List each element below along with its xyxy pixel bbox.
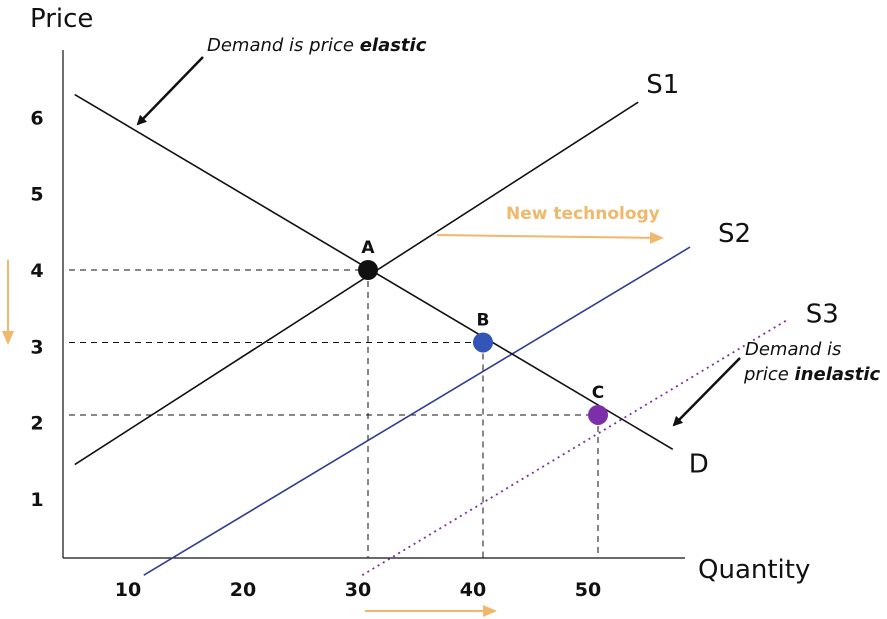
point-label-a: A <box>361 238 375 258</box>
new-technology-label: New technology <box>506 204 660 224</box>
x-tick-10: 10 <box>115 579 141 601</box>
inelastic-annotation-line1: Demand is <box>745 339 841 360</box>
point-a <box>358 260 378 280</box>
elastic-annotation: Demand is price elastic <box>207 35 427 56</box>
y-axis-title: Price <box>30 4 93 34</box>
point-label-c: C <box>592 383 604 403</box>
curve-s3 <box>361 318 789 576</box>
y-tick-4: 4 <box>30 260 43 282</box>
y-tick-labels: 1 2 3 4 5 6 <box>30 107 43 511</box>
elastic-arrow <box>136 56 204 126</box>
y-tick-5: 5 <box>30 184 43 206</box>
point-label-b: B <box>477 310 490 330</box>
y-tick-3: 3 <box>30 336 43 358</box>
x-tick-50: 50 <box>575 579 601 601</box>
x-tick-30: 30 <box>345 579 371 601</box>
x-tick-40: 40 <box>460 579 486 601</box>
equilibrium-points: A B C <box>358 238 608 425</box>
curve-label-s2: S2 <box>718 219 751 249</box>
curve-labels: S1 S2 S3 D <box>646 70 839 479</box>
x-axis-title: Quantity <box>698 555 810 585</box>
curves <box>74 93 789 576</box>
point-c <box>588 404 608 425</box>
dashed-guide-lines <box>69 269 599 558</box>
point-b <box>473 332 493 353</box>
inelastic-annotation-line2: price inelastic <box>743 364 881 385</box>
new-technology-arrow <box>436 231 664 244</box>
curve-s2 <box>143 246 691 576</box>
curve-label-d: D <box>689 449 709 479</box>
curve-label-s3: S3 <box>806 300 839 330</box>
y-tick-1: 1 <box>30 489 43 511</box>
x-tick-20: 20 <box>230 579 256 601</box>
curve-label-s1: S1 <box>646 70 679 100</box>
x-tick-labels: 10 20 30 40 50 <box>115 579 601 601</box>
inelastic-arrow <box>672 357 741 427</box>
curve-s1 <box>74 101 639 466</box>
y-tick-2: 2 <box>30 413 43 435</box>
y-tick-6: 6 <box>30 107 43 129</box>
